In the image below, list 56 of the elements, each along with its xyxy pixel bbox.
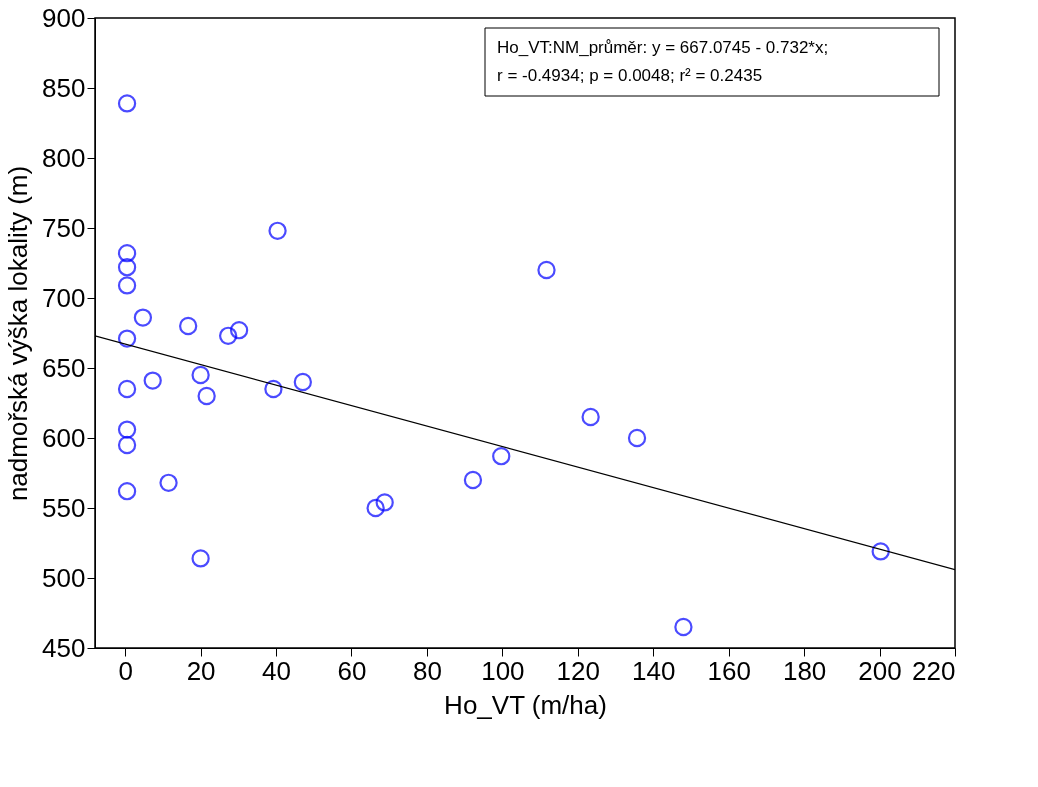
point [191, 365, 210, 385]
point [492, 447, 511, 466]
x-tick-label: 140 [632, 655, 676, 686]
point [871, 542, 890, 561]
point [117, 482, 137, 501]
point [143, 371, 162, 390]
annotation: Ho_VT:NM_průměr: y = 667.0745 - 0.732*x; [497, 38, 829, 57]
x-tick-label: 20 [186, 655, 216, 686]
x-axis-title: Ho_VT (m/ha) [444, 689, 607, 720]
y-tick-label: 700 [42, 282, 86, 313]
point [463, 470, 483, 490]
y-axis-title: nadmořská výška lokality (m) [3, 165, 34, 502]
point [159, 473, 178, 492]
x-tick-label: 0 [118, 655, 133, 686]
annotation: r = -0.4934; p = 0.0048; r² = 0.2435 [497, 66, 763, 85]
point [375, 493, 394, 512]
y-tick-label: 750 [42, 212, 86, 243]
point [264, 379, 283, 399]
y-tick-label: 450 [42, 632, 86, 663]
point [117, 94, 137, 113]
x-tick-label: 40 [262, 655, 292, 686]
point [117, 276, 137, 295]
point [117, 329, 137, 348]
point [581, 407, 600, 427]
point [117, 258, 137, 277]
y-tick-label: 500 [42, 562, 86, 593]
point [117, 244, 137, 263]
x-tick-label: 120 [556, 655, 600, 686]
y-tick-label: 850 [42, 72, 86, 103]
point [627, 428, 647, 448]
point [366, 498, 385, 518]
point [674, 617, 693, 637]
x-tick-label: 60 [337, 655, 367, 686]
point [197, 386, 216, 406]
y-tick-label: 550 [42, 492, 86, 523]
point [117, 435, 137, 455]
point [117, 379, 137, 399]
y-tick-label: 650 [42, 352, 86, 383]
point [218, 326, 238, 345]
point [191, 549, 210, 568]
point [537, 260, 556, 280]
x-tick-label: 80 [412, 655, 442, 686]
y-tick-label: 600 [42, 422, 86, 453]
point [229, 321, 249, 340]
point [117, 420, 137, 439]
point [179, 316, 198, 336]
x-tick-label: 160 [707, 655, 751, 686]
y-tick-label: 900 [42, 2, 86, 33]
x-tick-label: 220 [912, 655, 956, 686]
y-tick-label: 800 [42, 142, 86, 173]
point [133, 308, 153, 327]
point [293, 372, 312, 392]
x-tick-label: 200 [858, 655, 902, 686]
x-tick-label: 100 [481, 655, 525, 686]
point [268, 221, 287, 240]
x-tick-label: 180 [782, 655, 827, 686]
